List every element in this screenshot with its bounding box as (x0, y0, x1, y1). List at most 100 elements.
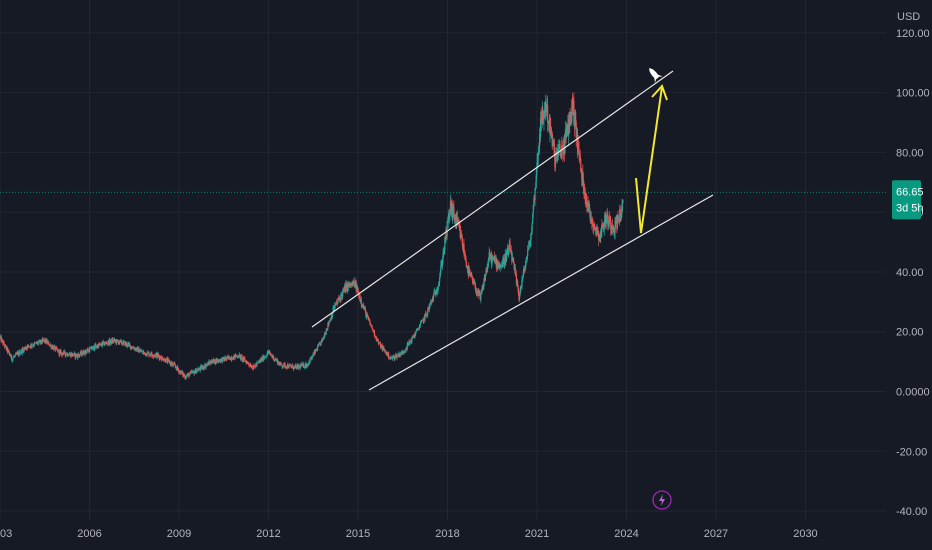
candle-body (582, 171, 584, 180)
candle-body (537, 151, 540, 156)
candle-body (382, 347, 384, 351)
candle-body (396, 355, 398, 358)
last-price-value: 66.65 (896, 186, 924, 198)
candle-body (161, 356, 163, 358)
candle-body (197, 369, 199, 372)
projection-arrow[interactable] (635, 86, 663, 234)
candle-body (579, 154, 581, 160)
candle-body (61, 352, 63, 354)
candle-body (174, 364, 176, 367)
candle-body (532, 213, 534, 224)
candle-body (178, 369, 180, 373)
candle-body (536, 166, 538, 176)
candle-body (530, 235, 532, 240)
candle-body (183, 374, 185, 376)
candle-body (129, 344, 131, 346)
candle-body (151, 352, 153, 355)
candle-body (373, 330, 375, 336)
candle-body (540, 118, 542, 121)
candle-body (614, 220, 616, 233)
candle-body (105, 342, 107, 344)
price-tick-label: 40.00 (896, 267, 924, 279)
candle-body (325, 333, 327, 335)
upper-channel-line[interactable] (311, 70, 674, 328)
candle-body (526, 256, 528, 260)
candle-body (356, 285, 358, 293)
candle-body (535, 175, 537, 189)
candle-body (616, 215, 619, 229)
last-price-badge: 66.65 3d 5h (892, 180, 924, 220)
candle-body (405, 348, 407, 351)
candle-body (99, 343, 101, 345)
candle-body (16, 353, 18, 355)
candle-body (195, 371, 198, 374)
candle-body (141, 351, 143, 353)
candle-body (267, 351, 270, 353)
drawing-layer[interactable] (311, 65, 714, 391)
candle-body (159, 356, 162, 359)
candle-body (515, 274, 518, 284)
candle-body (222, 357, 224, 362)
candle-body (165, 358, 167, 363)
candle-body (352, 281, 355, 286)
candle-body (436, 290, 439, 292)
candle-body (139, 351, 141, 353)
candle-body (157, 354, 159, 355)
candle-body (59, 351, 61, 352)
time-axis[interactable]: 2003 2006 2009 2012 2015 2018 2021 2024 2027 2030 (0, 528, 818, 540)
candle-body (452, 208, 454, 218)
candle-body (359, 296, 361, 301)
candle-body (571, 100, 573, 122)
candle-body (512, 258, 515, 263)
candle-body (109, 339, 111, 344)
candle-body (523, 268, 525, 275)
rocket-icon (649, 68, 663, 83)
candle-body (463, 244, 465, 254)
candle-body (519, 294, 521, 299)
candle-body (77, 354, 79, 358)
candle-body (578, 149, 580, 155)
candle-body (146, 355, 148, 356)
candle-body (5, 344, 7, 347)
candle-body (307, 363, 310, 366)
candle-body (98, 344, 101, 346)
candle-body (610, 227, 612, 230)
candle-body (103, 341, 105, 346)
candle-body (312, 354, 314, 357)
candle-body (275, 359, 277, 361)
candle-body (303, 366, 306, 368)
candle-body (37, 342, 39, 344)
candle-body (401, 351, 403, 355)
candle-body (591, 219, 593, 222)
time-tick-label: 2024 (614, 528, 638, 540)
candle-body (411, 336, 413, 342)
candle-body (404, 350, 407, 352)
candle-body (26, 345, 29, 349)
candle-body (517, 286, 519, 292)
candle-body (213, 359, 215, 364)
candle-body (336, 303, 338, 304)
candle-body (504, 261, 506, 264)
candle-body (182, 371, 184, 376)
candle-body (367, 316, 369, 318)
candle-body (1, 339, 3, 341)
price-axis[interactable]: USD 120.00100.0080.0060.0040.0020.000.00… (896, 11, 930, 518)
candle-body (240, 355, 242, 359)
candle-body (410, 340, 412, 342)
candle-body (525, 259, 528, 261)
candle-body (558, 147, 560, 149)
candle-body (90, 346, 92, 350)
candle-body (621, 201, 624, 205)
candle-body (151, 354, 153, 357)
lower-channel-line[interactable] (368, 194, 714, 391)
candle-body (365, 310, 367, 318)
candle-body (502, 258, 504, 267)
candle-body (131, 346, 133, 349)
candle-body (473, 280, 475, 284)
candle-body (599, 236, 601, 238)
candle-body (114, 339, 116, 342)
lightning-icon[interactable] (652, 490, 672, 510)
candle-body (11, 358, 14, 361)
